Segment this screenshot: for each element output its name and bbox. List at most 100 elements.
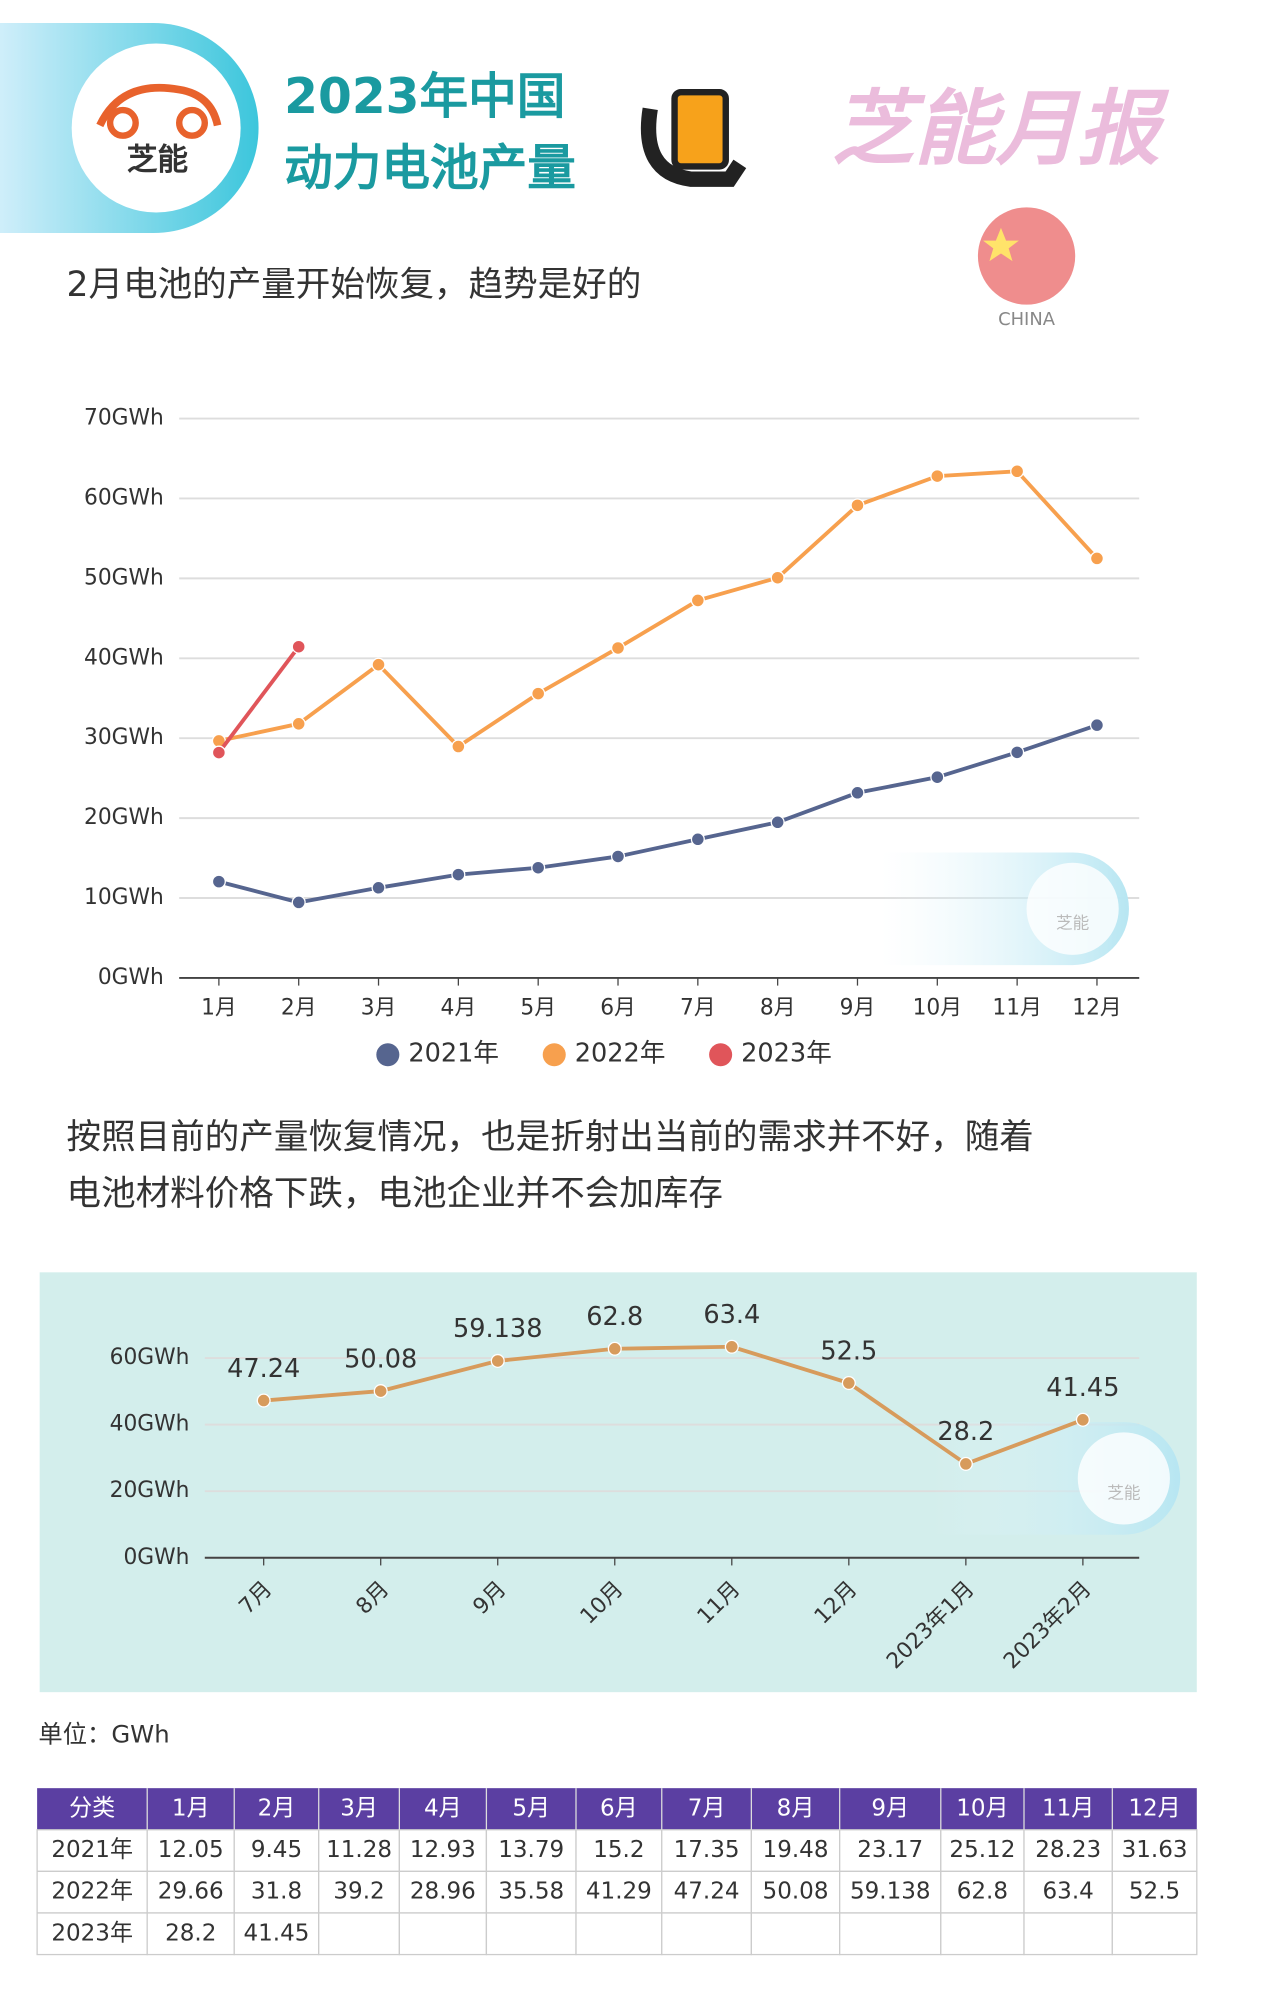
data-label: 63.4 [703, 1300, 760, 1330]
table-cell-text: 41.29 [586, 1879, 652, 1905]
point [850, 498, 865, 513]
y-tick-label: 0GWh [123, 1545, 189, 1570]
y-tick-label: 30GWh [84, 725, 164, 750]
table-cell-text: 31.63 [1122, 1837, 1188, 1863]
table-cell-text: 28.23 [1035, 1837, 1101, 1863]
series-line [217, 645, 301, 754]
y-tick-label: 50GWh [84, 565, 164, 590]
unit: 单位：GWh [38, 1720, 169, 1749]
point [373, 1384, 388, 1399]
y-tick-label: 20GWh [84, 805, 164, 830]
table-cell-text: 12.05 [158, 1837, 224, 1863]
point [451, 867, 466, 882]
table-cell [1023, 1870, 1113, 1914]
table-cell-text: 47.24 [674, 1879, 740, 1905]
table-header-cell: 2月 [258, 1795, 296, 1821]
point [531, 860, 546, 875]
data-label: 47.24 [227, 1354, 300, 1384]
point [451, 739, 466, 754]
table-header-cell: 3月 [340, 1795, 378, 1821]
table-header-cell: 1月 [172, 1795, 210, 1821]
table-cell-text: 63.4 [1043, 1879, 1094, 1905]
table-header-cell: 11月 [1042, 1795, 1094, 1821]
series-line [263, 1344, 1084, 1467]
table-cell-text: 52.5 [1129, 1879, 1180, 1905]
brand: 芝能月报 [832, 82, 1170, 177]
table-cell [1111, 1912, 1198, 1956]
table-cell-text: 12.93 [410, 1837, 476, 1863]
table-header-cell: 10月 [956, 1795, 1008, 1821]
legend-label: 2021年 [408, 1039, 499, 1069]
table-cell [940, 1829, 1025, 1872]
legend-swatch [376, 1043, 400, 1067]
x-tick-label: 12月 [1072, 996, 1121, 1021]
y-tick-label: 60GWh [84, 485, 164, 510]
table-cell-text: 59.138 [850, 1879, 931, 1905]
table-cell-text: 23.17 [857, 1837, 923, 1863]
point [1075, 1412, 1090, 1427]
flag-label: CHINA [998, 309, 1056, 330]
x-tick-label: 8月 [760, 996, 796, 1021]
legend-swatch [709, 1043, 733, 1067]
y-tick-label: 40GWh [110, 1412, 190, 1437]
table-cell-text: 25.12 [949, 1837, 1015, 1863]
x-tick-label: 3月 [361, 996, 397, 1021]
watermark-text: 芝能 [1056, 914, 1090, 933]
point [724, 1339, 739, 1354]
point [1010, 464, 1025, 479]
table-cell [398, 1829, 488, 1872]
battery-icon [671, 88, 729, 170]
legend-swatch [542, 1043, 566, 1067]
table-cell-text: 17.35 [674, 1837, 740, 1863]
point [1089, 718, 1104, 733]
table-cell [233, 1912, 320, 1956]
table-cell [839, 1870, 942, 1914]
series-line [218, 469, 1099, 749]
point [256, 1393, 271, 1408]
point [291, 895, 306, 910]
table-cell [750, 1870, 841, 1914]
y-tick-label: 60GWh [110, 1345, 190, 1370]
point [841, 1376, 856, 1391]
point [930, 770, 945, 785]
point [531, 686, 546, 701]
table-cell [750, 1912, 841, 1956]
table-cell-text: 19.48 [763, 1837, 829, 1863]
point [1089, 551, 1104, 566]
table-cell [575, 1870, 663, 1914]
x-tick-label: 2月 [281, 996, 317, 1021]
x-tick-label: 6月 [600, 996, 636, 1021]
series-line [218, 723, 1098, 905]
x-tick-label: 1月 [201, 996, 237, 1021]
table-cell-text: 62.8 [957, 1879, 1008, 1905]
data-label: 62.8 [586, 1302, 643, 1332]
table-cell-text: 28.96 [410, 1879, 476, 1905]
table-cell [575, 1912, 663, 1956]
table-cell [318, 1912, 400, 1956]
wrench-icon [640, 107, 747, 187]
point [930, 469, 945, 484]
y-tick-label: 10GWh [84, 885, 164, 910]
table-cell-text: 2021年 [51, 1837, 133, 1863]
table-header-cell: 12月 [1128, 1795, 1180, 1821]
table-header-cell: 8月 [777, 1795, 815, 1821]
title-line: 2023年中国 [284, 69, 565, 125]
caption: 按照目前的产量恢复情况，也是折射出当前的需求并不好，随着 [67, 1118, 1034, 1158]
table-cell [318, 1870, 400, 1914]
table-header-cell: 分类 [69, 1795, 115, 1821]
x-tick-label: 11月 [992, 996, 1041, 1021]
table-cell-text: 31.8 [251, 1879, 302, 1905]
table-cell-text: 9.45 [251, 1837, 302, 1863]
table-cell [485, 1912, 577, 1956]
logo-circle [71, 43, 241, 213]
logo-car [96, 83, 222, 128]
header: 芝能 2023年中国 动力电池产量 芝能月报 CHINA [0, 23, 1170, 330]
point [371, 880, 386, 895]
table: 分类 1月 2月 3月 4月 5月 6月 7月 8月 9月 10月 11月 12月 2021年 12.05 9… [36, 1788, 1198, 1956]
table-header-bg [37, 1788, 1197, 1830]
y-tick-label: 0GWh [98, 965, 164, 990]
point [291, 639, 306, 654]
table-cell [839, 1912, 942, 1956]
